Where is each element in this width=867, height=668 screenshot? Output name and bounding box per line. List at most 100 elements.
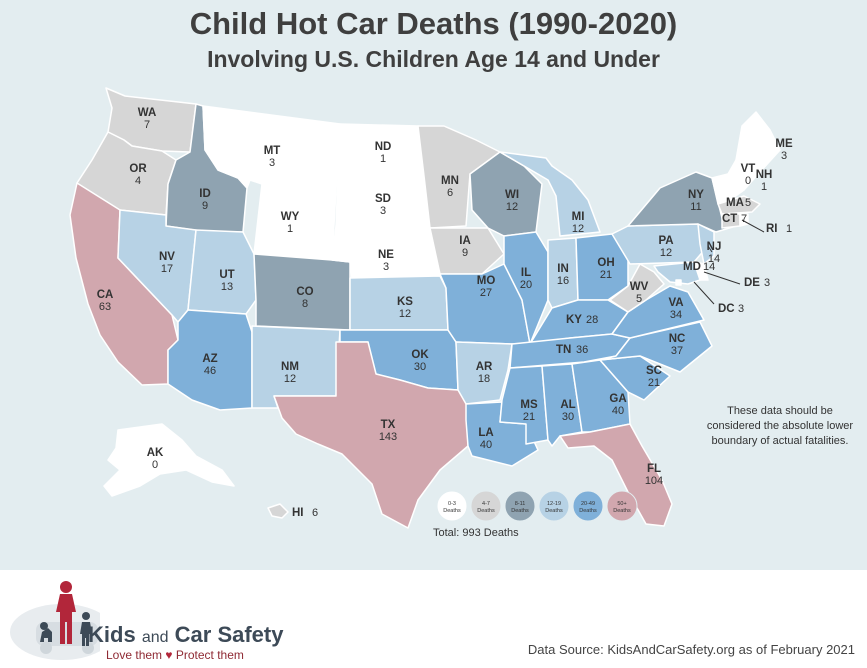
legend-swatch-4 xyxy=(572,490,604,522)
state-label-ut: UT xyxy=(219,269,234,281)
state-value-mt: 3 xyxy=(269,157,275,169)
state-ri[interactable] xyxy=(739,213,749,227)
state-label-mt: MT xyxy=(264,145,281,157)
legend-swatch-5 xyxy=(606,490,638,522)
state-label-ia: IA xyxy=(459,235,471,247)
state-ia[interactable] xyxy=(429,227,505,275)
disclaimer-note: These data should be considered the abso… xyxy=(706,405,854,447)
state-value-in: 16 xyxy=(557,275,569,287)
state-label-ga: GA xyxy=(609,393,626,405)
page-subtitle: Involving U.S. Children Age 14 and Under xyxy=(207,46,660,72)
state-value-fl: 104 xyxy=(645,475,663,487)
state-value-mo: 27 xyxy=(480,287,492,299)
state-md[interactable] xyxy=(653,261,701,285)
legend-unit-3: Deaths xyxy=(545,508,563,514)
state-value-tx: 143 xyxy=(379,431,397,443)
state-value-wa: 7 xyxy=(144,119,150,131)
state-value-ky: 28 xyxy=(586,314,598,326)
state-label-hi: HI xyxy=(292,507,304,519)
state-value-il: 20 xyxy=(520,279,532,291)
state-label-wy: WY xyxy=(281,211,300,223)
state-label-ma: MA xyxy=(726,197,744,209)
state-label-il: IL xyxy=(521,267,531,279)
state-fl[interactable] xyxy=(559,423,673,527)
state-label-ca: CA xyxy=(97,289,114,301)
state-value-ok: 30 xyxy=(414,361,426,373)
state-value-co: 8 xyxy=(302,298,308,310)
state-label-dc: DC xyxy=(718,303,735,315)
state-label-ms: MS xyxy=(520,399,538,411)
state-label-mn: MN xyxy=(441,175,459,187)
state-label-vt: VT xyxy=(741,163,756,175)
state-labels: WA7OR4CA63ID9NV17MT3WY1UT13AZ46CO8NM12ND… xyxy=(97,107,793,519)
state-label-de: DE xyxy=(744,277,760,289)
state-value-va: 34 xyxy=(670,309,682,321)
state-label-nd: ND xyxy=(375,141,392,153)
logo-tagline: Love them ♥ Protect them xyxy=(106,648,244,662)
state-value-pa: 12 xyxy=(660,247,672,259)
total-deaths: Total: 993 Deaths xyxy=(433,527,519,539)
state-dc[interactable] xyxy=(675,279,682,286)
state-value-me: 3 xyxy=(781,150,787,162)
state-label-ar: AR xyxy=(476,361,493,373)
state-label-nv: NV xyxy=(159,251,175,263)
legend-swatch-0 xyxy=(436,490,468,522)
state-label-ky: KY xyxy=(566,314,582,326)
state-wv[interactable] xyxy=(609,263,665,313)
state-label-ri: RI xyxy=(766,223,778,235)
state-value-nv: 17 xyxy=(161,263,173,275)
state-label-md: MD xyxy=(683,261,701,273)
state-value-dc: 3 xyxy=(738,303,744,315)
state-label-ct: CT xyxy=(722,213,737,225)
state-label-tx: TX xyxy=(381,419,396,431)
state-label-wa: WA xyxy=(138,107,157,119)
state-value-ca: 63 xyxy=(99,301,111,313)
data-source: Data Source: KidsAndCarSafety.org as of … xyxy=(527,642,855,657)
tagline-protect: Protect them xyxy=(175,648,244,662)
state-label-wi: WI xyxy=(505,189,519,201)
state-ak[interactable] xyxy=(103,423,235,497)
state-value-az: 46 xyxy=(204,365,216,377)
legend-unit-1: Deaths xyxy=(477,508,495,514)
legend-swatch-3 xyxy=(538,490,570,522)
state-label-co: CO xyxy=(296,286,313,298)
state-value-md: 14 xyxy=(703,261,715,273)
state-label-ny: NY xyxy=(688,189,704,201)
state-il[interactable] xyxy=(503,231,549,345)
state-value-sc: 21 xyxy=(648,377,660,389)
state-value-ms: 21 xyxy=(523,411,535,423)
state-value-nd: 1 xyxy=(380,153,386,165)
legend-range-4: 20-49 xyxy=(581,501,595,507)
state-me[interactable] xyxy=(735,111,781,191)
state-tx[interactable] xyxy=(273,341,469,529)
state-value-mn: 6 xyxy=(447,187,453,199)
state-value-ar: 18 xyxy=(478,373,490,385)
logo-word-carsafety: Car Safety xyxy=(174,622,284,647)
state-label-ks: KS xyxy=(397,296,413,308)
legend-unit-5: Deaths xyxy=(613,508,631,514)
state-value-ia: 9 xyxy=(462,247,468,259)
state-value-ga: 40 xyxy=(612,405,624,417)
state-value-nh: 1 xyxy=(761,181,767,193)
state-ma[interactable] xyxy=(717,195,761,215)
state-label-ak: AK xyxy=(147,447,164,459)
state-label-al: AL xyxy=(560,399,575,411)
state-label-sc: SC xyxy=(646,365,662,377)
state-value-la: 40 xyxy=(480,439,492,451)
state-nj[interactable] xyxy=(697,223,715,265)
legend-unit-0: Deaths xyxy=(443,508,461,514)
legend-swatch-2 xyxy=(504,490,536,522)
state-label-in: IN xyxy=(557,263,569,275)
state-az[interactable] xyxy=(167,309,253,411)
state-value-mi: 12 xyxy=(572,223,584,235)
state-value-ri: 1 xyxy=(786,223,792,235)
state-label-pa: PA xyxy=(658,235,673,247)
state-hi[interactable] xyxy=(267,503,289,519)
legend-swatch-1 xyxy=(470,490,502,522)
state-value-wy: 1 xyxy=(287,223,293,235)
legend-range-2: 8-11 xyxy=(515,501,526,507)
state-label-nh: NH xyxy=(756,169,773,181)
logo-word-and: and xyxy=(141,629,169,646)
state-mi[interactable] xyxy=(499,151,601,237)
